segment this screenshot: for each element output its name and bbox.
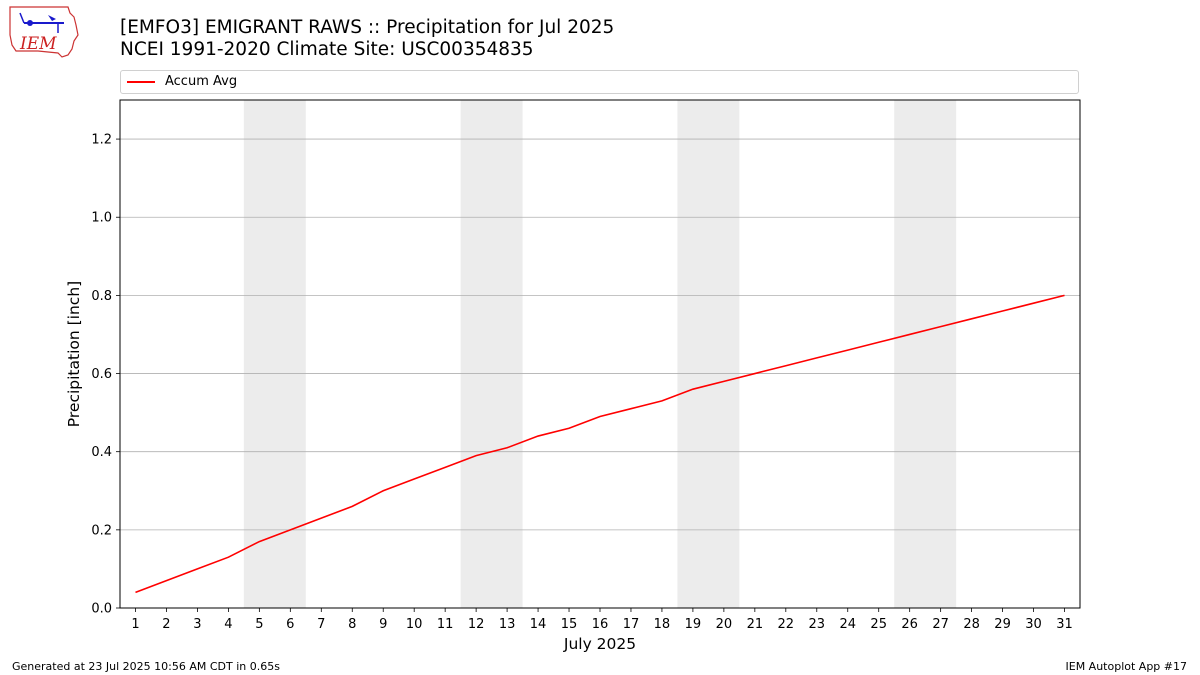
y-tick-label-1: 0.2 [91, 523, 112, 538]
x-tick-label-11: 12 [468, 617, 485, 632]
x-tick-label-22: 23 [809, 617, 826, 632]
x-tick-label-7: 8 [348, 617, 356, 632]
y-tick-label-0: 0.0 [91, 602, 112, 617]
x-tick-label-23: 24 [839, 617, 856, 632]
x-tick-label-9: 10 [406, 617, 423, 632]
legend-label: Accum Avg [165, 74, 238, 89]
legend-swatch [127, 81, 155, 83]
x-tick-label-0: 1 [131, 617, 139, 632]
footer-app-id: IEM Autoplot App #17 [1065, 660, 1188, 673]
iem-logo-icon: IEM [9, 6, 79, 58]
x-tick-label-15: 16 [592, 617, 609, 632]
x-tick-label-20: 21 [747, 617, 764, 632]
x-tick-label-29: 30 [1025, 617, 1042, 632]
plot-frame [119, 99, 1081, 609]
x-tick-label-27: 28 [963, 617, 980, 632]
series-line-0 [135, 294, 1065, 594]
x-axis-label: July 2025 [563, 635, 636, 653]
footer-generated: Generated at 23 Jul 2025 10:56 AM CDT in… [12, 660, 280, 673]
weekend-band-1 [460, 100, 523, 608]
y-axis-label: Precipitation [inch] [65, 281, 83, 427]
x-tick-label-19: 20 [716, 617, 733, 632]
x-tick-label-10: 11 [437, 617, 454, 632]
title-line-2: NCEI 1991-2020 Climate Site: USC00354835 [120, 39, 534, 60]
x-tick-label-5: 6 [286, 617, 294, 632]
weekend-band-3 [894, 100, 957, 608]
x-tick-label-18: 19 [685, 617, 702, 632]
legend: Accum Avg [120, 70, 1079, 94]
x-tick-label-2: 3 [193, 617, 201, 632]
x-tick-label-25: 26 [901, 617, 918, 632]
x-tick-label-13: 14 [530, 617, 547, 632]
x-tick-label-6: 7 [317, 617, 325, 632]
x-tick-label-14: 15 [561, 617, 578, 632]
chart-title: [EMFO3] EMIGRANT RAWS :: Precipitation f… [120, 17, 614, 61]
x-tick-label-12: 13 [499, 617, 516, 632]
weekend-band-2 [677, 100, 740, 608]
y-tick-label-5: 1.0 [91, 211, 112, 226]
x-tick-label-16: 17 [623, 617, 640, 632]
x-tick-label-24: 25 [870, 617, 887, 632]
y-tick-label-6: 1.2 [91, 133, 112, 148]
x-tick-label-26: 27 [932, 617, 949, 632]
y-tick-label-4: 0.8 [91, 289, 112, 304]
x-tick-label-30: 31 [1056, 617, 1073, 632]
x-tick-label-21: 22 [778, 617, 795, 632]
x-tick-label-1: 2 [162, 617, 170, 632]
weekend-band-0 [243, 100, 306, 608]
x-tick-label-28: 29 [994, 617, 1011, 632]
x-tick-label-8: 9 [379, 617, 387, 632]
x-tick-label-4: 5 [255, 617, 263, 632]
title-line-1: [EMFO3] EMIGRANT RAWS :: Precipitation f… [120, 17, 615, 38]
x-tick-label-3: 4 [224, 617, 232, 632]
logo-text: IEM [19, 34, 57, 54]
x-tick-label-17: 18 [654, 617, 671, 632]
y-tick-label-3: 0.6 [91, 367, 112, 382]
y-tick-label-2: 0.4 [91, 445, 112, 460]
